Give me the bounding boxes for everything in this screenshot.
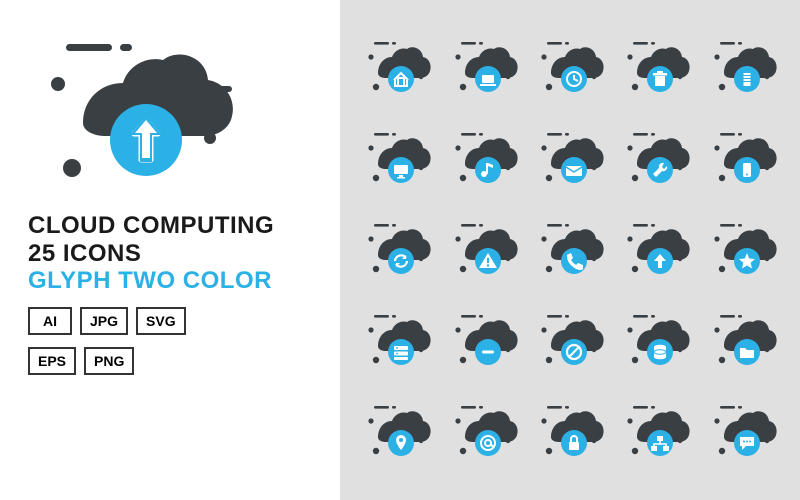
cloud-warning-icon	[448, 217, 520, 283]
cloud-video-icon-svg	[707, 35, 779, 101]
cloud-settings-icon-svg	[620, 126, 692, 192]
cloud-location-icon	[361, 399, 433, 465]
cloud-network-icon	[620, 399, 692, 465]
cloud-warning-icon-svg	[448, 217, 520, 283]
cloud-lock-icon-svg	[534, 399, 606, 465]
cloud-block-icon	[534, 308, 606, 374]
cloud-laptop-icon	[448, 35, 520, 101]
format-svg: SVG	[136, 307, 186, 335]
cloud-home-icon-svg	[361, 35, 433, 101]
cloud-star-icon	[707, 217, 779, 283]
format-eps: EPS	[28, 347, 76, 375]
cloud-mobile-icon-svg	[707, 126, 779, 192]
cloud-sync-icon	[361, 217, 433, 283]
format-ai: AI	[28, 307, 72, 335]
cloud-music-icon-svg	[448, 126, 520, 192]
icon-grid	[340, 0, 800, 500]
cloud-email-icon-svg	[448, 399, 520, 465]
cloud-upload-icon	[620, 217, 692, 283]
cloud-upload-icon-svg	[620, 217, 692, 283]
cloud-clock-icon-svg	[534, 35, 606, 101]
cloud-trash-icon-svg	[620, 35, 692, 101]
cloud-laptop-icon-svg	[448, 35, 520, 101]
title-line-2: 25 ICONS	[28, 240, 320, 268]
hero-cloud-upload-icon	[28, 28, 248, 188]
cloud-database-icon	[620, 308, 692, 374]
cloud-monitor-icon	[361, 126, 433, 192]
formats-row-1: AI JPG SVG	[28, 307, 320, 335]
cloud-star-icon-svg	[707, 217, 779, 283]
cloud-database-icon-svg	[620, 308, 692, 374]
cloud-music-icon	[448, 126, 520, 192]
cloud-server-icon-svg	[361, 308, 433, 374]
cloud-network-icon-svg	[620, 399, 692, 465]
cloud-sync-icon-svg	[361, 217, 433, 283]
format-jpg: JPG	[80, 307, 128, 335]
cloud-folder-icon-svg	[707, 308, 779, 374]
cloud-phone-icon-svg	[534, 217, 606, 283]
cloud-server-icon	[361, 308, 433, 374]
cloud-trash-icon	[620, 35, 692, 101]
cloud-remove-icon-svg	[448, 308, 520, 374]
title-block: CLOUD COMPUTING 25 ICONS GLYPH TWO COLOR	[28, 212, 320, 295]
format-png: PNG	[84, 347, 134, 375]
cloud-video-icon	[707, 35, 779, 101]
cloud-home-icon	[361, 35, 433, 101]
cloud-mail-icon-svg	[534, 126, 606, 192]
cloud-folder-icon	[707, 308, 779, 374]
title-line-3: GLYPH TWO COLOR	[28, 267, 320, 295]
cloud-lock-icon	[534, 399, 606, 465]
title-line-1: CLOUD COMPUTING	[28, 212, 320, 240]
cloud-mobile-icon	[707, 126, 779, 192]
cloud-mail-icon	[534, 126, 606, 192]
cloud-phone-icon	[534, 217, 606, 283]
cloud-remove-icon	[448, 308, 520, 374]
cloud-block-icon-svg	[534, 308, 606, 374]
cloud-email-icon	[448, 399, 520, 465]
cloud-location-icon-svg	[361, 399, 433, 465]
cloud-clock-icon	[534, 35, 606, 101]
cloud-chat-icon-svg	[707, 399, 779, 465]
cloud-chat-icon	[707, 399, 779, 465]
info-panel: CLOUD COMPUTING 25 ICONS GLYPH TWO COLOR…	[0, 0, 340, 500]
cloud-monitor-icon-svg	[361, 126, 433, 192]
formats-row-2: EPS PNG	[28, 347, 320, 375]
cloud-settings-icon	[620, 126, 692, 192]
